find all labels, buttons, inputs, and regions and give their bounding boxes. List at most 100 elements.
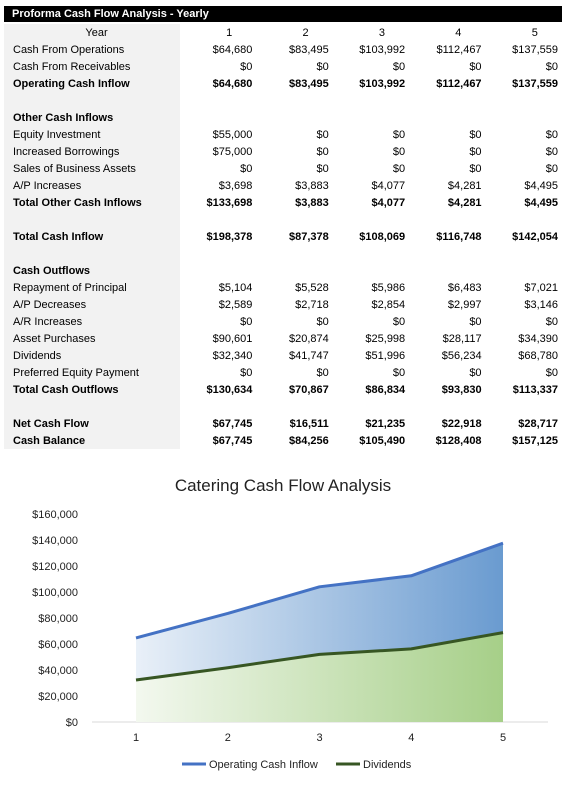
cell-value: $83,495 xyxy=(256,41,332,58)
row-label xyxy=(4,92,180,109)
cell-value: $70,867 xyxy=(256,381,332,398)
cell-value: $0 xyxy=(180,58,256,75)
legend-label: Operating Cash Inflow xyxy=(209,759,318,771)
row-label: Cash Balance xyxy=(4,432,180,449)
cell-value: $25,998 xyxy=(333,330,409,347)
cell-value: $116,748 xyxy=(409,228,485,245)
table-row: Total Cash Outflows$130,634$70,867$86,83… xyxy=(4,381,562,398)
cell-value xyxy=(486,211,562,228)
table-row: Operating Cash Inflow$64,680$83,495$103,… xyxy=(4,75,562,92)
cell-value: $0 xyxy=(256,58,332,75)
row-label: A/P Increases xyxy=(4,177,180,194)
table-title: Proforma Cash Flow Analysis - Yearly xyxy=(4,6,562,22)
cell-value: $83,495 xyxy=(256,75,332,92)
table-row: Cash From Receivables$0$0$0$0$0 xyxy=(4,58,562,75)
row-label: A/R Increases xyxy=(4,313,180,330)
y-tick-label: $0 xyxy=(66,717,78,729)
cell-value: 5 xyxy=(486,24,562,41)
cell-value xyxy=(409,92,485,109)
x-tick-label: 2 xyxy=(225,732,231,744)
table-row: Increased Borrowings$75,000$0$0$0$0 xyxy=(4,143,562,160)
cell-value: $68,780 xyxy=(486,347,562,364)
cell-value xyxy=(180,262,256,279)
cell-value: $4,077 xyxy=(333,194,409,211)
cell-value: $2,854 xyxy=(333,296,409,313)
cell-value xyxy=(180,211,256,228)
cell-value: $133,698 xyxy=(180,194,256,211)
y-tick-label: $140,000 xyxy=(32,535,78,547)
row-label: Equity Investment xyxy=(4,126,180,143)
y-tick-label: $160,000 xyxy=(32,509,78,521)
cell-value: $157,125 xyxy=(486,432,562,449)
cell-value xyxy=(333,398,409,415)
cell-value xyxy=(256,262,332,279)
cell-value: $21,235 xyxy=(333,415,409,432)
spacer-row xyxy=(4,92,562,109)
cell-value: $0 xyxy=(409,143,485,160)
cell-value: $4,495 xyxy=(486,194,562,211)
cell-value: $0 xyxy=(333,160,409,177)
spacer-row xyxy=(4,245,562,262)
cell-value xyxy=(180,398,256,415)
legend-label: Dividends xyxy=(363,759,412,771)
cell-value: $0 xyxy=(486,313,562,330)
row-label: Cash From Operations xyxy=(4,41,180,58)
cell-value: $0 xyxy=(333,364,409,381)
row-label xyxy=(4,398,180,415)
cell-value: $5,104 xyxy=(180,279,256,296)
table-row: Asset Purchases$90,601$20,874$25,998$28,… xyxy=(4,330,562,347)
row-label: Year xyxy=(4,24,180,41)
cell-value: $137,559 xyxy=(486,75,562,92)
cell-value: $0 xyxy=(180,313,256,330)
cell-value: $67,745 xyxy=(180,432,256,449)
y-tick-label: $60,000 xyxy=(38,639,78,651)
cell-value: $0 xyxy=(333,143,409,160)
table-row: Dividends$32,340$41,747$51,996$56,234$68… xyxy=(4,347,562,364)
cell-value xyxy=(256,245,332,262)
cell-value: $198,378 xyxy=(180,228,256,245)
cell-value: 4 xyxy=(409,24,485,41)
table-row: Cash Balance$67,745$84,256$105,490$128,4… xyxy=(4,432,562,449)
cell-value: $112,467 xyxy=(409,41,485,58)
area-chart: $0$20,000$40,000$60,000$80,000$100,000$1… xyxy=(0,470,566,780)
table-row: A/R Increases$0$0$0$0$0 xyxy=(4,313,562,330)
row-label: Total Other Cash Inflows xyxy=(4,194,180,211)
row-label: Other Cash Inflows xyxy=(4,109,180,126)
table-row: Total Cash Inflow$198,378$87,378$108,069… xyxy=(4,228,562,245)
cell-value: $67,745 xyxy=(180,415,256,432)
y-tick-label: $80,000 xyxy=(38,613,78,625)
table-row: Equity Investment$55,000$0$0$0$0 xyxy=(4,126,562,143)
cell-value: $90,601 xyxy=(180,330,256,347)
x-tick-label: 3 xyxy=(316,732,322,744)
cell-value: $0 xyxy=(333,126,409,143)
cell-value xyxy=(180,92,256,109)
cell-value: $6,483 xyxy=(409,279,485,296)
cell-value: $64,680 xyxy=(180,75,256,92)
cell-value: $28,117 xyxy=(409,330,485,347)
y-tick-label: $120,000 xyxy=(32,561,78,573)
cell-value: $7,021 xyxy=(486,279,562,296)
table-row: Sales of Business Assets$0$0$0$0$0 xyxy=(4,160,562,177)
cell-value xyxy=(333,109,409,126)
cell-value: $0 xyxy=(256,364,332,381)
row-label: Total Cash Outflows xyxy=(4,381,180,398)
cell-value: $128,408 xyxy=(409,432,485,449)
cell-value xyxy=(409,262,485,279)
cell-value: $0 xyxy=(486,364,562,381)
cell-value: $0 xyxy=(486,143,562,160)
cell-value: $0 xyxy=(180,160,256,177)
cell-value: $64,680 xyxy=(180,41,256,58)
row-label: Cash Outflows xyxy=(4,262,180,279)
cell-value xyxy=(180,245,256,262)
cell-value: $56,234 xyxy=(409,347,485,364)
cell-value: 1 xyxy=(180,24,256,41)
cell-value xyxy=(486,109,562,126)
cell-value: $130,634 xyxy=(180,381,256,398)
cell-value: $28,717 xyxy=(486,415,562,432)
table-row: Repayment of Principal$5,104$5,528$5,986… xyxy=(4,279,562,296)
cell-value: $4,495 xyxy=(486,177,562,194)
row-label: Asset Purchases xyxy=(4,330,180,347)
cell-value: $105,490 xyxy=(333,432,409,449)
